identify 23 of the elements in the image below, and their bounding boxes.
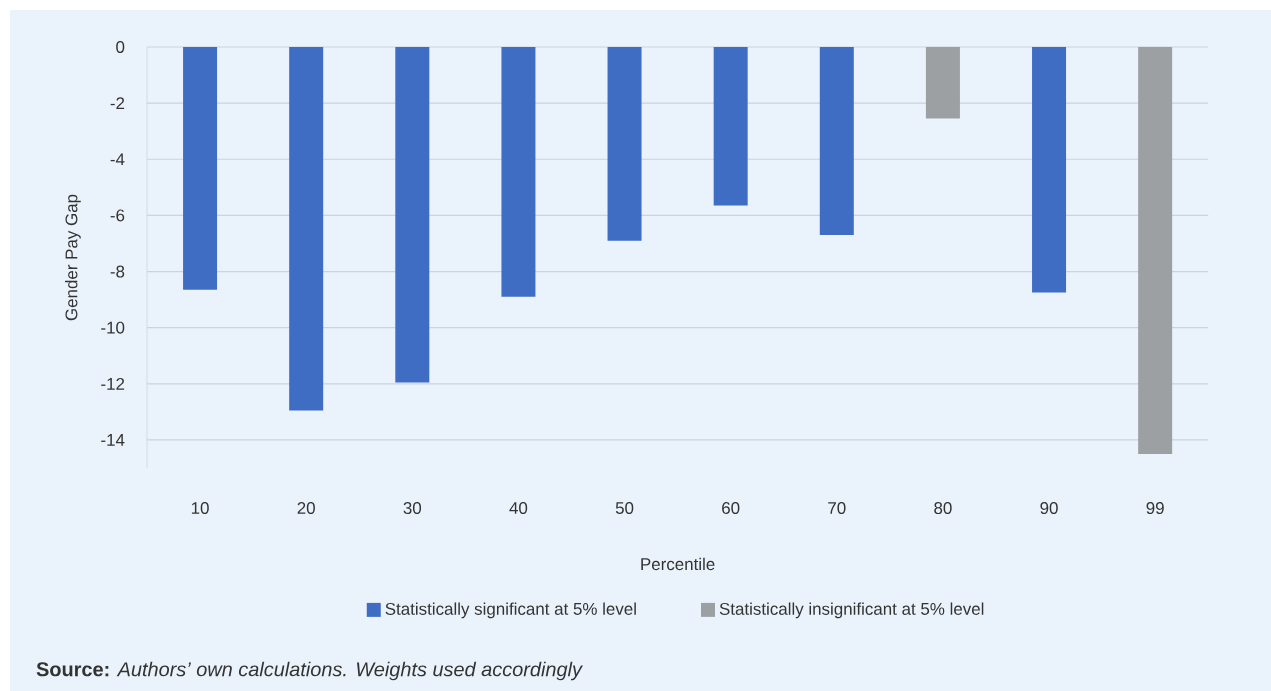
x-tick-label: 90 bbox=[1040, 502, 1058, 515]
x-axis-title: Percentile bbox=[641, 557, 715, 571]
x-tick-label: 99 bbox=[1146, 502, 1164, 515]
x-tick-label: 70 bbox=[828, 502, 846, 515]
y-tick-label: -12 bbox=[101, 377, 125, 390]
y-tick-label: -14 bbox=[101, 434, 125, 446]
y-tick-label: -6 bbox=[110, 209, 125, 222]
x-tick-label: 10 bbox=[191, 502, 209, 515]
y-axis-title: Gender Pay Gap bbox=[64, 194, 81, 321]
y-tick-label: -8 bbox=[110, 265, 125, 278]
legend-label: Statistically significant at 5% level bbox=[385, 602, 636, 619]
y-tick-label: -10 bbox=[101, 321, 125, 334]
x-tick-label: 20 bbox=[297, 502, 315, 515]
y-tick-label: 0 bbox=[116, 41, 125, 53]
text: Source: Authors’ own calculations. Weights used accordingly bbox=[36, 661, 583, 681]
x-tick-label: 80 bbox=[934, 502, 952, 515]
x-tick-label: 40 bbox=[509, 502, 528, 515]
y-tick-label: -4 bbox=[110, 153, 125, 166]
y-tick-label: -2 bbox=[110, 97, 125, 110]
x-tick-label: 60 bbox=[722, 502, 740, 515]
x-tick-label: 50 bbox=[615, 502, 634, 515]
legend-label: Statistically insignificant at 5% level bbox=[719, 602, 984, 619]
x-tick-label: 30 bbox=[403, 502, 422, 515]
